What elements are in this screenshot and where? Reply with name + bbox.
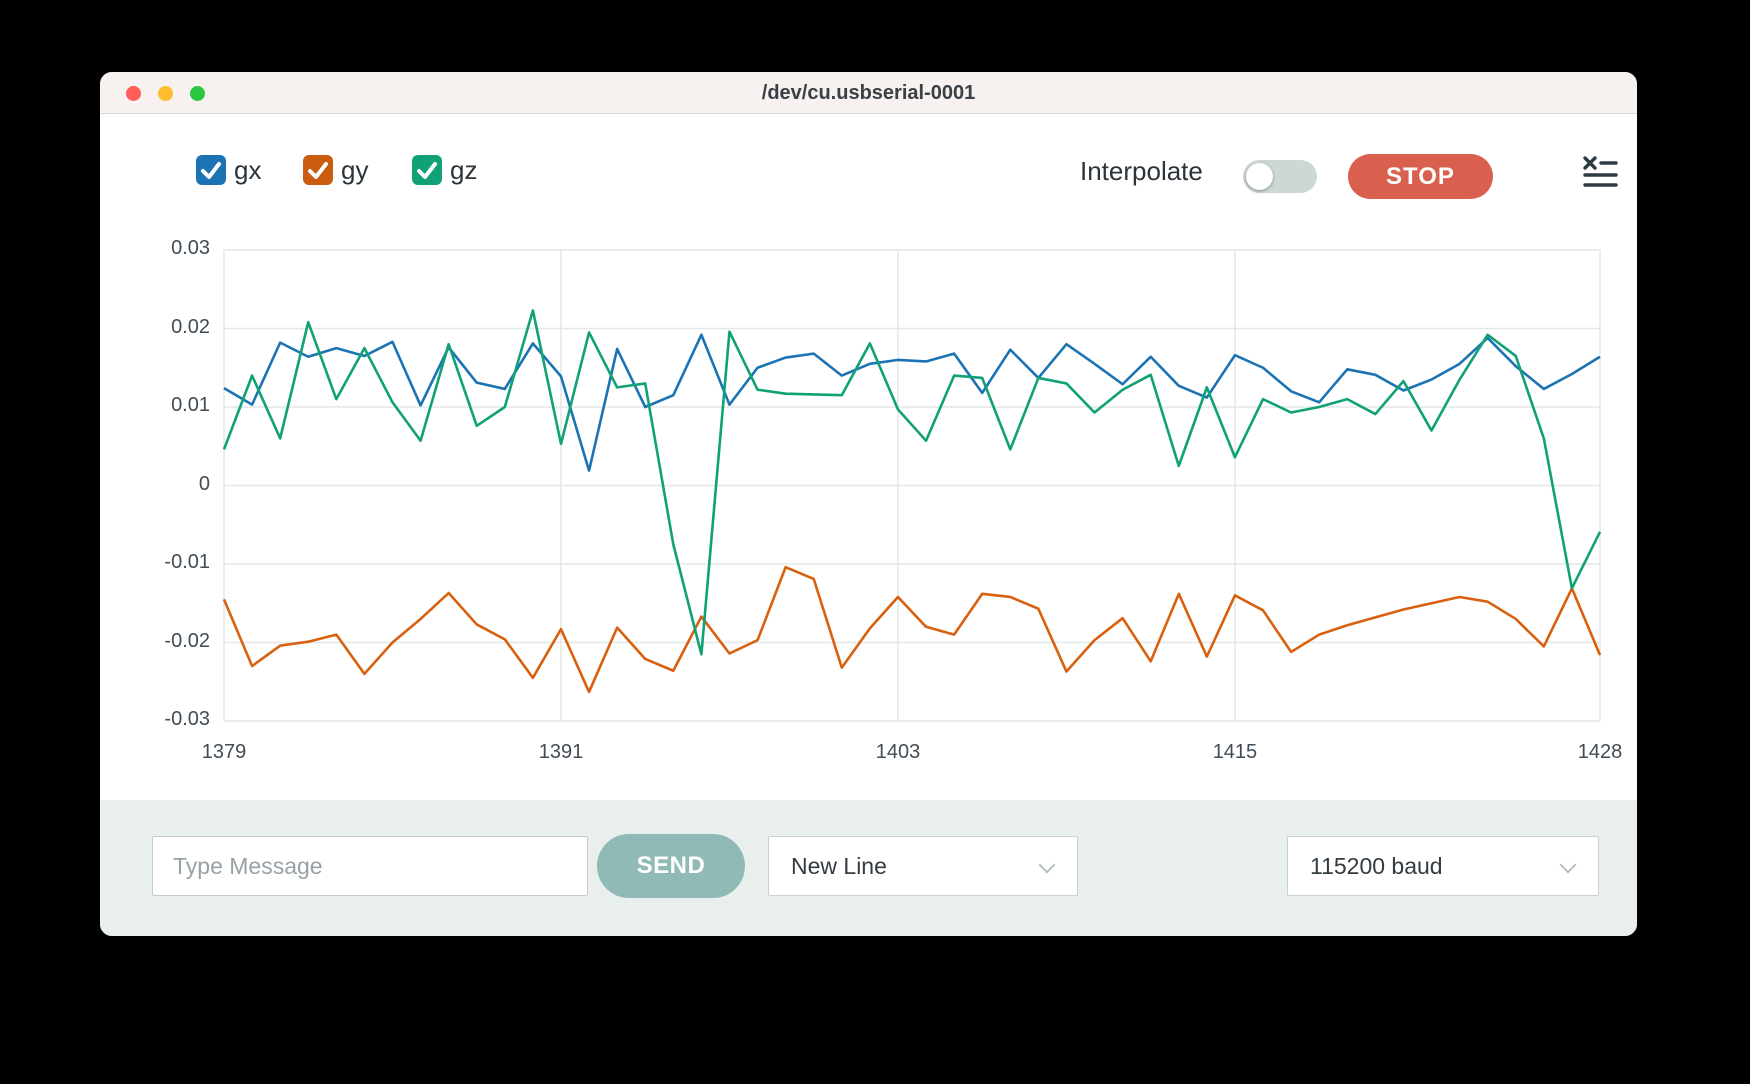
minimize-button[interactable]: [158, 86, 173, 101]
checkbox-gy[interactable]: [303, 155, 333, 185]
series-line-gy: [222, 565, 1602, 694]
x-tick-label: 1428: [1577, 741, 1623, 763]
y-tick-label: -0.03: [164, 708, 210, 730]
toggle-knob: [1246, 163, 1273, 190]
legend-label-gz: gz: [450, 155, 478, 185]
baud-rate-value: 115200 baud: [1310, 853, 1443, 879]
chevron-down-icon: [1038, 856, 1056, 874]
send-button[interactable]: SEND: [597, 834, 745, 898]
line-ending-value: New Line: [791, 853, 887, 879]
clear-log-icon[interactable]: [1582, 154, 1618, 188]
x-tick-label: 1415: [1212, 741, 1258, 763]
chevron-down-icon: [1559, 856, 1577, 874]
checkmark-icon: [308, 162, 328, 179]
x-tick-label: 1403: [875, 741, 921, 763]
line-ending-select[interactable]: New Line: [768, 836, 1078, 896]
checkbox-gx[interactable]: [196, 155, 226, 185]
legend-label-gx: gx: [234, 155, 262, 185]
y-tick-label: 0.01: [171, 394, 210, 416]
interpolate-toggle[interactable]: [1243, 160, 1317, 193]
x-tick-label: 1379: [201, 741, 247, 763]
zoom-button[interactable]: [190, 86, 205, 101]
close-button[interactable]: [126, 86, 141, 101]
stop-button[interactable]: STOP: [1348, 154, 1493, 199]
series-line-gz: [222, 309, 1602, 656]
y-tick-label: 0: [198, 472, 210, 495]
chart-plot-area: 0.03 0.02 0.01 0 -0.01 -0.02 -0.03 1379 1391 1403…: [100, 115, 1637, 800]
y-tick-label: 0.02: [171, 315, 210, 338]
checkmark-icon: [201, 162, 221, 179]
y-tick-label: 0.03: [171, 237, 210, 259]
window-title: /dev/cu.usbserial-0001: [761, 82, 976, 104]
bottom-bar: SEND New Line 115200 baud: [100, 800, 1637, 936]
legend-label-gy: gy: [341, 155, 369, 185]
title-bar[interactable]: /dev/cu.usbserial-0001: [100, 72, 1637, 114]
x-tick-label: 1391: [538, 741, 584, 763]
y-tick-label: -0.02: [164, 629, 210, 652]
interpolate-label: Interpolate: [1080, 156, 1203, 186]
checkmark-icon: [417, 162, 437, 179]
app-window: /dev/cu.usbserial-0001 gx gy: [100, 72, 1637, 936]
message-input[interactable]: [152, 836, 588, 896]
series-line-gx: [223, 333, 1601, 472]
x-list-icon: [1583, 156, 1618, 187]
baud-rate-select[interactable]: 115200 baud: [1287, 836, 1599, 896]
checkbox-gz[interactable]: [412, 155, 442, 185]
chart-canvas: [222, 249, 1602, 722]
y-tick-label: -0.01: [164, 551, 210, 573]
